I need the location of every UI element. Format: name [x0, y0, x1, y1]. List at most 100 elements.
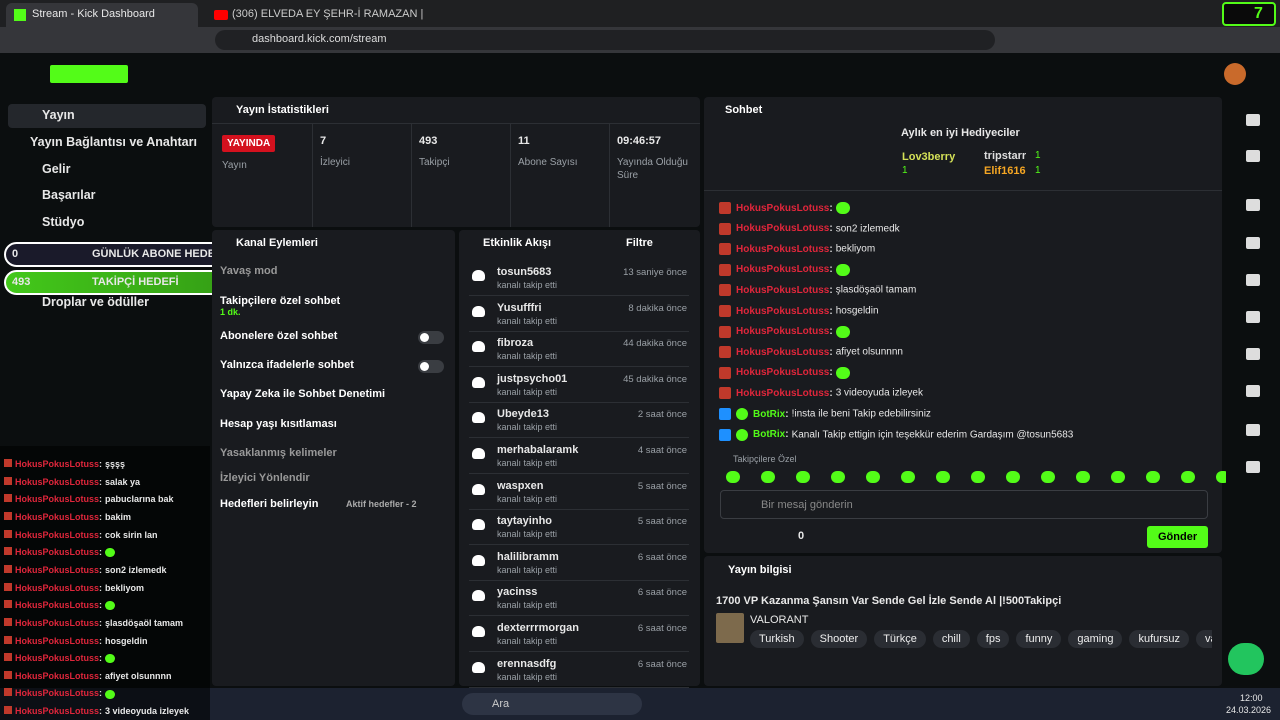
chat-message: HokusPokusLotuss	[719, 366, 850, 379]
emote-picker-item[interactable]	[1006, 471, 1020, 483]
follow-time: 45 dakika önce	[623, 373, 687, 385]
header	[0, 53, 1280, 95]
badge	[719, 387, 731, 400]
action-label[interactable]: Hedefleri belirleyin	[220, 498, 319, 510]
divider	[704, 190, 1222, 191]
tag[interactable]: Shooter	[810, 630, 868, 648]
nav-item[interactable]: Droplar ve ödüller	[42, 295, 149, 309]
badge	[736, 408, 748, 420]
badge	[719, 263, 731, 276]
emote-picker-item[interactable]	[1146, 471, 1160, 483]
rail-icon[interactable]	[1246, 424, 1260, 436]
overlay-message: HokusPokusLotussbekliyom	[4, 582, 144, 593]
chat-message: BotRixKanalı Takip ettigin için teşekkür…	[719, 428, 1073, 441]
url[interactable]: dashboard.kick.com/stream	[252, 33, 387, 45]
rail-icon[interactable]	[1246, 461, 1260, 473]
send-button[interactable]: Gönder	[1147, 526, 1209, 548]
overlay-text: son2 izlemedk	[105, 564, 167, 575]
follow-action: kanalı takip etti	[497, 600, 558, 611]
rail-icon[interactable]	[1246, 199, 1260, 211]
rail-icon[interactable]	[1246, 311, 1260, 323]
badge	[4, 670, 12, 679]
badge	[4, 635, 12, 644]
action-label[interactable]: Abonelere özel sohbet	[220, 330, 338, 342]
overlay-username: HokusPokusLotuss	[15, 706, 105, 716]
chat-text: son2 izlemedk	[835, 223, 900, 235]
emote-picker-item[interactable]	[971, 471, 985, 483]
emote-picker-item[interactable]	[726, 471, 740, 483]
tag[interactable]: gaming	[1068, 630, 1123, 648]
follower-name: tosun5683	[497, 266, 552, 278]
tag[interactable]: Turkish	[750, 630, 804, 648]
emote-picker-item[interactable]	[1181, 471, 1195, 483]
rail-icon[interactable]	[1246, 237, 1260, 249]
action-label[interactable]: Yapay Zeka ile Sohbet Denetimi	[220, 388, 386, 400]
divider	[469, 366, 689, 368]
stat-label: Abone Sayısı	[518, 157, 578, 168]
divider	[469, 615, 689, 617]
stat-value: 09:46:57	[617, 135, 662, 147]
chat-input[interactable]: Bir mesaj gönderin	[720, 490, 1208, 519]
chat-username: BotRix	[753, 429, 792, 440]
heart-icon	[472, 519, 485, 531]
tab[interactable]: (306) ELVEDA EY ŞEHR-İ RAMAZAN |	[206, 3, 423, 27]
tag[interactable]: kufursuz	[1129, 630, 1190, 648]
tag[interactable]: Türkçe	[874, 630, 926, 648]
tag[interactable]: chill	[932, 630, 970, 648]
emote-picker-item[interactable]	[796, 471, 810, 483]
chat-text: bekliyom	[835, 243, 876, 255]
emote-picker-item[interactable]	[761, 471, 775, 483]
toggle[interactable]	[418, 360, 444, 373]
action-label[interactable]: Takipçilere özel sohbet	[220, 295, 341, 307]
action-label[interactable]: İzleyici Yönlendir	[220, 472, 310, 484]
emote-picker-item[interactable]	[866, 471, 880, 483]
action-label[interactable]: Yavaş mod	[220, 265, 278, 277]
emote-picker-item[interactable]	[831, 471, 845, 483]
badge	[4, 706, 12, 715]
tag[interactable]: valo	[1196, 630, 1212, 648]
follow-time: 5 saat önce	[637, 516, 687, 528]
rail-icon[interactable]	[1246, 150, 1260, 162]
rail-icon[interactable]	[1246, 114, 1260, 126]
rail-icon[interactable]	[1246, 385, 1260, 397]
nav-item[interactable]: Gelir	[42, 162, 71, 176]
emote-picker-item[interactable]	[1111, 471, 1125, 483]
right-rail	[1226, 97, 1280, 688]
chat-message: HokusPokusLotussson2 izlemedk	[719, 222, 900, 235]
rail-icon[interactable]	[1246, 348, 1260, 360]
emote-picker-item[interactable]	[936, 471, 950, 483]
nav-item[interactable]: Yayın Bağlantısı ve Anahtarı	[30, 135, 197, 149]
tab[interactable]: Stream - Kick Dashboard	[6, 3, 198, 27]
action-label[interactable]: Yasaklanmış kelimeler	[220, 447, 337, 459]
emote	[105, 601, 116, 611]
tag[interactable]: fps	[976, 630, 1010, 648]
stat-label: Yayında Olduğu Süre	[617, 157, 688, 181]
follow-time: 6 saat önce	[637, 658, 687, 670]
badge	[4, 511, 12, 520]
tag[interactable]: funny	[1016, 630, 1062, 648]
follow-action: kanalı takip etti	[497, 422, 558, 433]
emote-picker-item[interactable]	[1076, 471, 1090, 483]
filter-button[interactable]: Filtre	[626, 237, 653, 249]
emote	[835, 366, 850, 379]
action-label[interactable]: Yalnızca ifadelerle sohbet	[220, 359, 354, 371]
stat-value: 11	[518, 135, 530, 147]
emote	[105, 689, 116, 699]
action-label[interactable]: Hesap yaşı kısıtlaması	[220, 418, 337, 430]
emote-picker-item[interactable]	[901, 471, 915, 483]
goal-current: 493	[12, 276, 31, 288]
nav-item[interactable]: Başarılar	[42, 188, 96, 202]
search-box[interactable]: Ara	[462, 693, 642, 715]
nav-item[interactable]: Stüdyo	[42, 215, 85, 229]
heart-icon	[472, 590, 485, 602]
panel-title: Kanal Eylemleri	[236, 237, 318, 249]
overlay-username: HokusPokusLotuss	[15, 671, 105, 681]
rail-icon[interactable]	[1246, 274, 1260, 286]
emote-picker-item[interactable]	[1041, 471, 1055, 483]
chat-username: HokusPokusLotuss	[736, 203, 836, 214]
toggle[interactable]	[418, 331, 444, 344]
nav-item[interactable]: Yayın	[42, 108, 75, 122]
help-button[interactable]	[1228, 643, 1264, 675]
chat-username: HokusPokusLotuss	[736, 244, 836, 255]
